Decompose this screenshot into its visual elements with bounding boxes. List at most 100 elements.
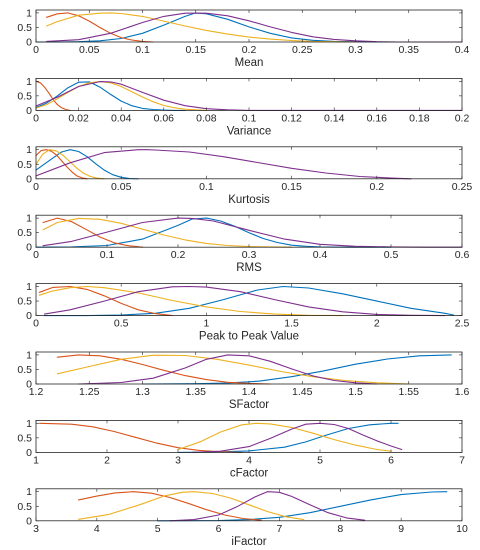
x-tick-label: 5 — [155, 523, 161, 535]
membership-curve-4 — [35, 149, 412, 180]
x-tick-label: 0.3 — [348, 44, 363, 56]
axes-frame — [35, 283, 463, 317]
x-tick-label: 7 — [459, 454, 465, 466]
y-tick-label: 0.5 — [17, 90, 32, 102]
x-tick-label: 0 — [33, 249, 39, 261]
subplot-2: 0 0.02 0.04 0.06 0.08 0.1 0.12 0.14 0.16 0.18 0.2 0… — [17, 76, 469, 138]
x-tick-label: 0.05 — [111, 181, 132, 193]
membership-curve-4 — [42, 217, 463, 248]
x-tick-label: 9 — [398, 523, 404, 535]
axes-frame — [35, 214, 463, 248]
x-tick-label: 1.2 — [29, 386, 44, 398]
x-tick-label: 4 — [246, 454, 252, 466]
axes-frame — [35, 351, 463, 385]
x-tick-label: 0.2 — [369, 181, 384, 193]
membership-curve-1 — [43, 285, 455, 317]
y-tick-label: 0 — [26, 37, 32, 49]
x-tick-label: 0.1 — [100, 249, 115, 261]
y-tick-label: 0 — [26, 242, 32, 254]
x-tick-label: 2 — [104, 454, 110, 466]
x-tick-label: 1.6 — [455, 386, 470, 398]
x-tick-label: 0.15 — [186, 44, 207, 56]
y-tick-label: 1 — [26, 7, 32, 19]
y-tick-label: 1 — [26, 144, 32, 156]
y-tick-label: 0.5 — [17, 227, 32, 239]
x-tick-label: 0 — [33, 44, 39, 56]
membership-curve-2 — [42, 217, 144, 248]
subplot-6: 1.2 1.25 1.3 1.35 1.4 1.45 1.5 1.55 1.6 0 0.5 1 SFac… — [17, 349, 469, 411]
membership-curve-3 — [177, 422, 392, 452]
x-tick-label: 3 — [175, 454, 181, 466]
x-tick-label: 0.6 — [455, 249, 470, 261]
x-tick-label: 1.3 — [135, 386, 150, 398]
membership-curve-4 — [35, 81, 463, 111]
x-axis-label: cFactor — [230, 467, 269, 479]
x-tick-label: 0.15 — [281, 181, 302, 193]
membership-curve-4 — [78, 354, 378, 385]
membership-curve-1 — [157, 491, 448, 522]
membership-curve-4 — [43, 285, 446, 317]
x-tick-label: 1.5 — [348, 386, 363, 398]
membership-curve-3 — [35, 81, 207, 111]
y-tick-label: 0 — [26, 515, 32, 527]
membership-curve-1 — [141, 354, 452, 385]
x-tick-label: 0.12 — [281, 112, 302, 124]
y-tick-label: 0.5 — [17, 296, 32, 308]
x-tick-label: 0.1 — [242, 112, 257, 124]
x-tick-label: 5 — [317, 454, 323, 466]
x-axis-label: iFactor — [231, 536, 266, 548]
x-tick-label: 1.25 — [79, 386, 100, 398]
x-tick-label: 0.3 — [242, 249, 257, 261]
membership-curve-3 — [56, 354, 410, 385]
x-tick-label: 10 — [456, 523, 468, 535]
x-tick-label: 0.25 — [292, 44, 313, 56]
x-tick-label: 8 — [337, 523, 343, 535]
y-tick-label: 1 — [26, 418, 32, 430]
y-tick-label: 0 — [26, 173, 32, 185]
membership-curve-2 — [38, 285, 173, 317]
y-tick-label: 0.5 — [17, 364, 32, 376]
x-axis-label: Mean — [235, 57, 264, 69]
x-tick-label: 6 — [216, 523, 222, 535]
x-tick-label: 0 — [33, 112, 39, 124]
axes-frame — [35, 78, 463, 111]
y-tick-label: 1 — [26, 349, 32, 361]
subplot-8: 3 4 5 6 7 8 9 10 0 0.5 1 iFactor — [17, 486, 468, 548]
x-tick-label: 0.35 — [399, 44, 420, 56]
x-tick-label: 0.18 — [409, 112, 430, 124]
y-tick-label: 1 — [26, 486, 32, 498]
membership-curve-3 — [78, 491, 305, 521]
x-tick-label: 0.1 — [199, 181, 214, 193]
membership-curve-4 — [169, 491, 366, 522]
x-tick-label: 0.2 — [455, 112, 470, 124]
y-tick-label: 0 — [26, 105, 32, 117]
x-tick-label: 2 — [374, 318, 380, 330]
y-tick-label: 1 — [26, 76, 32, 88]
membership-curve-1 — [35, 81, 186, 111]
x-tick-label: 1.45 — [292, 386, 313, 398]
x-axis-label: RMS — [236, 262, 262, 274]
x-tick-label: 0.05 — [79, 44, 100, 56]
x-tick-label: 0.04 — [111, 112, 132, 124]
membership-curve-2 — [46, 12, 154, 43]
x-tick-label: 0.2 — [171, 249, 186, 261]
x-tick-label: 0.16 — [367, 112, 388, 124]
y-tick-label: 0.5 — [17, 432, 32, 444]
y-tick-label: 0 — [26, 310, 32, 322]
axes-frame — [35, 146, 463, 180]
x-tick-label: 0.4 — [455, 44, 470, 56]
x-tick-label: 1.5 — [284, 318, 299, 330]
x-tick-label: 0.5 — [384, 249, 399, 261]
x-axis-label: Variance — [227, 125, 272, 137]
x-tick-label: 1 — [33, 454, 39, 466]
x-axis-label: SFactor — [229, 399, 269, 411]
membership-curve-3 — [42, 217, 293, 248]
membership-curve-2 — [35, 149, 88, 180]
axes-frame — [35, 488, 463, 522]
x-tick-label: 0.02 — [68, 112, 89, 124]
